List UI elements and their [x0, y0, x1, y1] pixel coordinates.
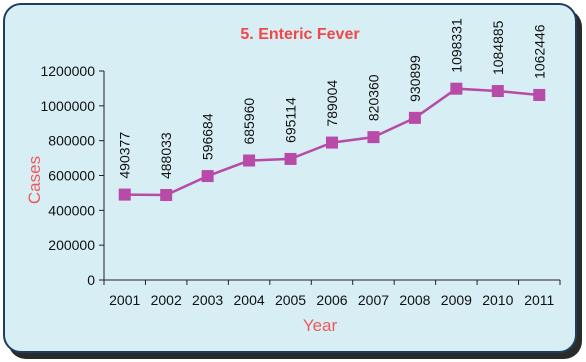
data-point [408, 111, 421, 124]
data-point [367, 131, 380, 144]
y-tick-label: 800000 [48, 133, 95, 149]
data-label: 789004 [324, 80, 340, 127]
x-axis-title: Year [303, 316, 338, 335]
y-tick-labels: 0 200000 400000 600000 800000 1000000 1200000 [40, 63, 95, 288]
data-point [326, 136, 338, 149]
data-label: 1062446 [531, 24, 547, 79]
chart-title: 5. Enteric Fever [240, 26, 359, 43]
x-tick-label: 2007 [358, 292, 389, 308]
data-point [450, 82, 463, 95]
y-tick-label: 400000 [48, 202, 95, 218]
x-tick-label: 2002 [151, 292, 182, 308]
x-tick-label: 2001 [109, 292, 140, 308]
data-label: 820360 [365, 74, 381, 121]
x-tick-label: 2010 [482, 292, 513, 308]
data-label: 1084885 [490, 20, 506, 75]
data-point [160, 189, 173, 202]
y-tick-label: 600000 [48, 168, 95, 184]
data-point [491, 85, 504, 98]
data-point [243, 154, 256, 167]
x-tick-labels: 2001 2002 2003 2004 2005 2006 2007 2008 2009 2010… [109, 292, 554, 308]
data-labels: 490377 488033 596684 685960 695114 789004 8203… [117, 18, 548, 179]
x-tick-label: 2004 [234, 292, 265, 308]
data-label: 1098331 [448, 18, 464, 73]
data-label: 695114 [283, 97, 299, 143]
data-point [201, 170, 214, 183]
y-tick-label: 200000 [48, 237, 95, 253]
y-tick-label: 1000000 [40, 98, 95, 114]
axes [99, 70, 561, 285]
x-tick-label: 2005 [275, 292, 306, 308]
x-tick-label: 2003 [192, 292, 223, 308]
data-label: 488033 [158, 132, 174, 179]
y-axis-title: Cases [25, 156, 44, 204]
data-points [118, 82, 546, 202]
data-label: 596684 [200, 113, 216, 160]
y-tick-label: 1200000 [40, 63, 95, 79]
x-tick-label: 2011 [524, 292, 554, 308]
data-point [284, 152, 297, 165]
x-tick-label: 2009 [441, 292, 472, 308]
x-tick-label: 2008 [399, 292, 430, 308]
data-label: 490377 [117, 132, 133, 179]
data-point [533, 88, 546, 101]
data-label: 685960 [241, 98, 257, 145]
chart-frame [3, 3, 577, 353]
data-label: 930899 [407, 55, 423, 102]
x-tick-label: 2006 [316, 292, 347, 308]
y-tick-label: 0 [87, 272, 95, 288]
data-point [118, 188, 131, 201]
